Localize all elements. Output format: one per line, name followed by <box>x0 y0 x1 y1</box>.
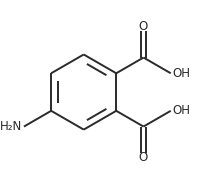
Text: O: O <box>139 20 148 33</box>
Text: OH: OH <box>172 67 190 80</box>
Text: OH: OH <box>172 104 190 117</box>
Text: O: O <box>139 151 148 164</box>
Text: H₂N: H₂N <box>0 120 22 133</box>
